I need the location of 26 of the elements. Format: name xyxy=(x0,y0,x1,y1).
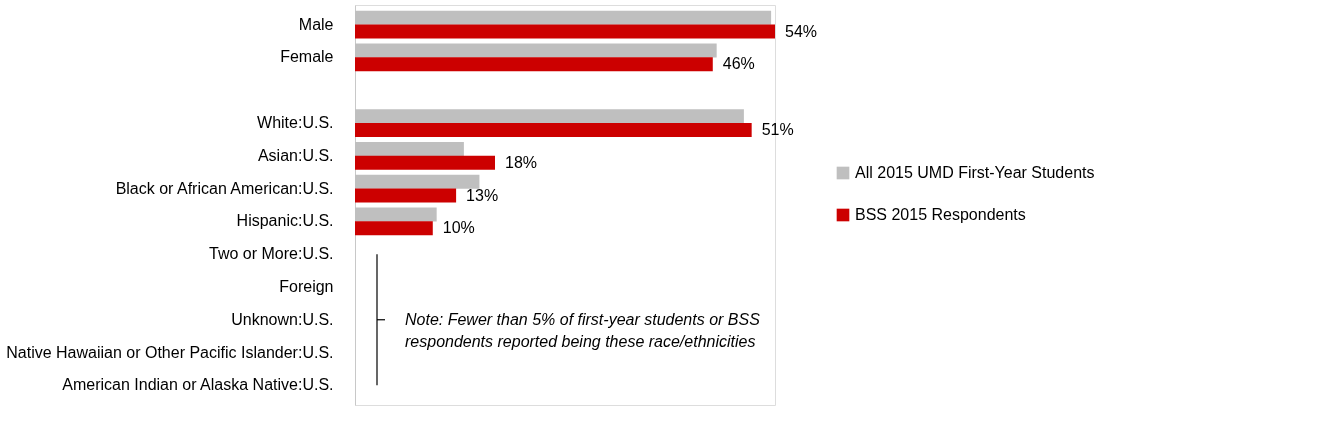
y-tick-label: Native Hawaiian or Other Pacific Islander:U.S. xyxy=(6,343,334,361)
data-label: 54% xyxy=(785,22,818,40)
y-tick-label: Unknown:U.S. xyxy=(231,310,334,328)
bar xyxy=(355,57,713,72)
bar xyxy=(355,122,752,137)
data-label: 51% xyxy=(761,120,794,138)
bar xyxy=(355,221,433,236)
y-tick-label: Male xyxy=(298,15,334,33)
y-tick-label: Foreign xyxy=(279,277,334,295)
data-label: 13% xyxy=(466,186,499,204)
legend-label: All 2015 UMD First-Year Students xyxy=(855,164,1095,181)
data-label: 46% xyxy=(722,55,755,73)
bar xyxy=(355,188,457,203)
legend-label: BSS 2015 Respondents xyxy=(855,206,1026,223)
data-label: 18% xyxy=(505,153,538,171)
bar xyxy=(355,24,775,39)
y-tick-label: Two or More:U.S. xyxy=(209,245,334,263)
bar xyxy=(355,155,495,170)
annotation: Note: Fewer than 5% of first-year students or BSS respondents reported being these race/ethnicities xyxy=(405,310,761,350)
y-tick-label: Hispanic:U.S. xyxy=(236,212,334,230)
y-tick-label: American Indian or Alaska Native:U.S. xyxy=(62,376,334,394)
y-tick-label: Black or African American:U.S. xyxy=(115,179,334,197)
data-label: 10% xyxy=(442,219,475,237)
y-tick-label: Asian:U.S. xyxy=(257,146,334,164)
y-tick-label: White:U.S. xyxy=(257,114,334,132)
y-tick-label: Female xyxy=(280,48,334,66)
